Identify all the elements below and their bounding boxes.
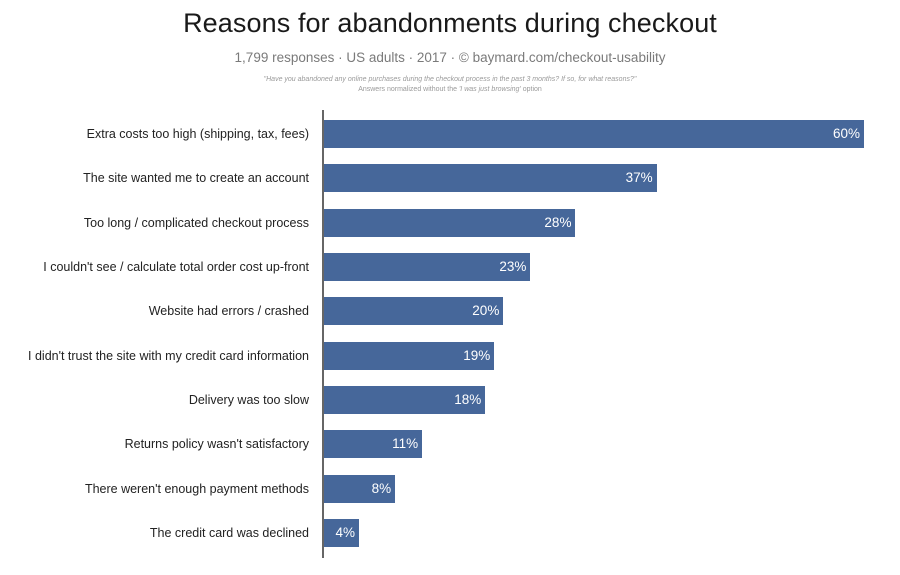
note-suffix: option: [520, 86, 542, 93]
bar-row: Too long / complicated checkout process 2…: [0, 208, 900, 237]
bar-value-label: 37%: [625, 170, 653, 186]
bar-value-label: 18%: [454, 392, 482, 408]
bar-value-label: 11%: [392, 436, 419, 452]
category-label: Too long / complicated checkout process: [83, 215, 309, 230]
category-label: There weren't enough payment methods: [84, 481, 309, 496]
bar-row: The credit card was declined 4%: [0, 519, 900, 548]
category-label: Website had errors / crashed: [148, 304, 309, 319]
bar-value-label: 19%: [463, 347, 491, 363]
bar: 20%: [323, 297, 504, 326]
bar-value-label: 23%: [499, 259, 527, 275]
bar: 18%: [323, 386, 486, 415]
bar-row: Extra costs too high (shipping, tax, fee…: [0, 120, 900, 148]
bar-value-label: 8%: [371, 480, 392, 496]
bar-value-label: 20%: [472, 303, 500, 319]
bar-row: Returns policy wasn't satisfactory 11%: [0, 430, 900, 459]
bar-value-label: 28%: [544, 214, 572, 230]
category-label: Delivery was too slow: [188, 393, 309, 408]
bar-row: Website had errors / crashed 20%: [0, 297, 900, 326]
chart-subtitle: 1,799 responses · US adults · 2017 · © b…: [234, 50, 666, 65]
category-label: The credit card was declined: [149, 526, 309, 541]
bar: 19%: [323, 341, 495, 370]
category-label: I didn't trust the site with my credit c…: [28, 348, 309, 363]
bar: 4%: [323, 519, 360, 548]
category-label: Extra costs too high (shipping, tax, fee…: [86, 127, 309, 141]
note-emphasis: 'I was just browsing': [458, 86, 521, 93]
bar-row: I didn't trust the site with my credit c…: [0, 341, 900, 370]
category-label: Returns policy wasn't satisfactory: [124, 437, 309, 452]
bar: 11%: [323, 430, 423, 459]
bar-row: I couldn't see / calculate total order c…: [0, 253, 900, 282]
bar-row: There weren't enough payment methods 8%: [0, 474, 900, 503]
survey-question: "Have you abandoned any online purchases…: [263, 76, 637, 83]
normalization-note: Answers normalized without the 'I was ju…: [0, 86, 900, 93]
y-axis-line: [322, 110, 324, 558]
category-label: I couldn't see / calculate total order c…: [43, 260, 309, 275]
bar-value-label: 60%: [832, 126, 860, 141]
chart-title: Reasons for abandonments during checkout: [183, 8, 717, 38]
bar: 8%: [323, 474, 396, 503]
bar: 60%: [323, 120, 864, 148]
bar-value-label: 4%: [335, 525, 356, 541]
bar-row: The site wanted me to create an account 3…: [0, 164, 900, 193]
bar-row: Delivery was too slow 18%: [0, 386, 900, 415]
bar: 23%: [323, 253, 531, 282]
bar: 28%: [323, 208, 576, 237]
category-label: The site wanted me to create an account: [83, 171, 309, 186]
note-prefix: Answers normalized without the: [358, 86, 459, 93]
bar: 37%: [323, 164, 657, 193]
